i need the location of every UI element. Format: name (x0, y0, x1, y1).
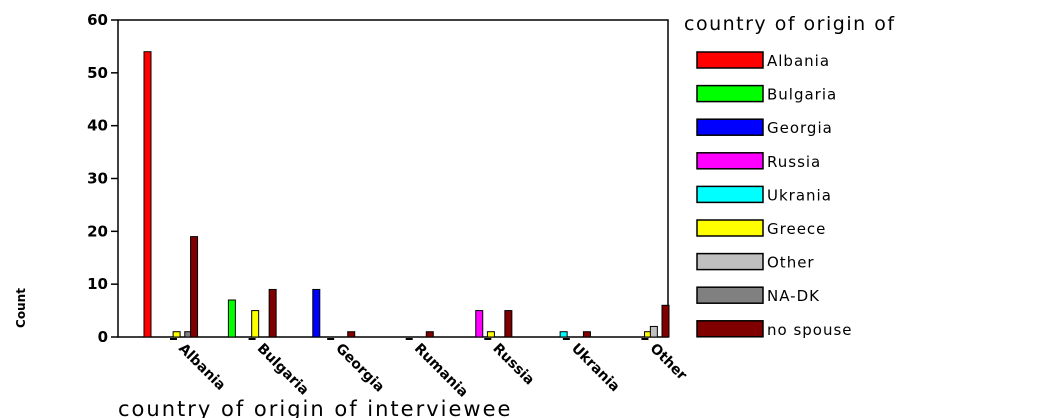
legend: country of origin of Albania Bulgaria Geor… (684, 13, 896, 339)
bar-bulgaria (227, 299, 236, 338)
y-tick-label: 30 (87, 170, 108, 188)
bar-no-spouse (347, 331, 356, 338)
x-axis-title: country of origin of interviewee (118, 397, 512, 418)
bar-no-spouse (268, 288, 277, 338)
y-tick-label: 60 (87, 11, 108, 29)
y-tick-label: 10 (87, 275, 108, 293)
legend-item-label: Georgia (767, 119, 833, 137)
y-tick-label: 50 (87, 64, 108, 82)
legend-title: country of origin of (684, 13, 896, 35)
legend-item-label: Ukrania (767, 186, 832, 204)
bar-no-spouse (661, 304, 670, 338)
x-tick-label: Ukrania (568, 341, 623, 396)
x-tick-label: Russia (489, 341, 537, 389)
bar-greece (172, 331, 181, 338)
x-tick-label: Bulgaria (254, 341, 312, 399)
legend-item-label: Greece (767, 220, 826, 238)
x-tick-label: Rumania (411, 341, 471, 401)
y-tick-label: 40 (87, 117, 108, 135)
plot-area: 0 10 20 30 40 50 60 Albania Bulgaria Georgia Ruman… (87, 11, 690, 401)
legend-swatch (696, 51, 764, 69)
y-tick-label: 0 (98, 328, 108, 346)
legend-swatch (696, 219, 764, 237)
legend-item-label: Russia (767, 153, 821, 171)
bar-ukrania (559, 331, 568, 338)
legend-swatch (696, 152, 764, 170)
y-tick-label: 20 (87, 222, 108, 240)
bar-other (649, 325, 658, 338)
bar-no-spouse (504, 310, 513, 338)
x-tick-label: Other (647, 341, 690, 384)
bar-no-spouse (190, 236, 199, 338)
legend-item-label: Albania (767, 52, 830, 70)
legend-swatch (696, 185, 764, 204)
legend-swatch (696, 252, 764, 271)
bar-albania (143, 51, 152, 338)
legend-item-label: NA-DK (767, 287, 820, 305)
x-tick-label: Albania (175, 341, 228, 394)
legend-item-label: no spouse (767, 321, 853, 339)
bar-greece (486, 331, 495, 338)
legend-item-label: Bulgaria (767, 86, 837, 104)
legend-swatch (696, 84, 764, 103)
y-axis-title: Count (14, 288, 28, 328)
bar-russia (475, 310, 484, 338)
bar-greece (251, 310, 260, 338)
bar-georgia (312, 288, 321, 338)
x-tick-label: Georgia (332, 341, 387, 396)
bar-no-spouse (425, 331, 434, 338)
legend-swatch (696, 320, 764, 338)
plot-frame (117, 19, 669, 338)
legend-swatch (696, 286, 764, 304)
legend-item-label: Other (767, 254, 815, 272)
bar-no-spouse (582, 331, 591, 338)
legend-swatch (696, 118, 764, 136)
